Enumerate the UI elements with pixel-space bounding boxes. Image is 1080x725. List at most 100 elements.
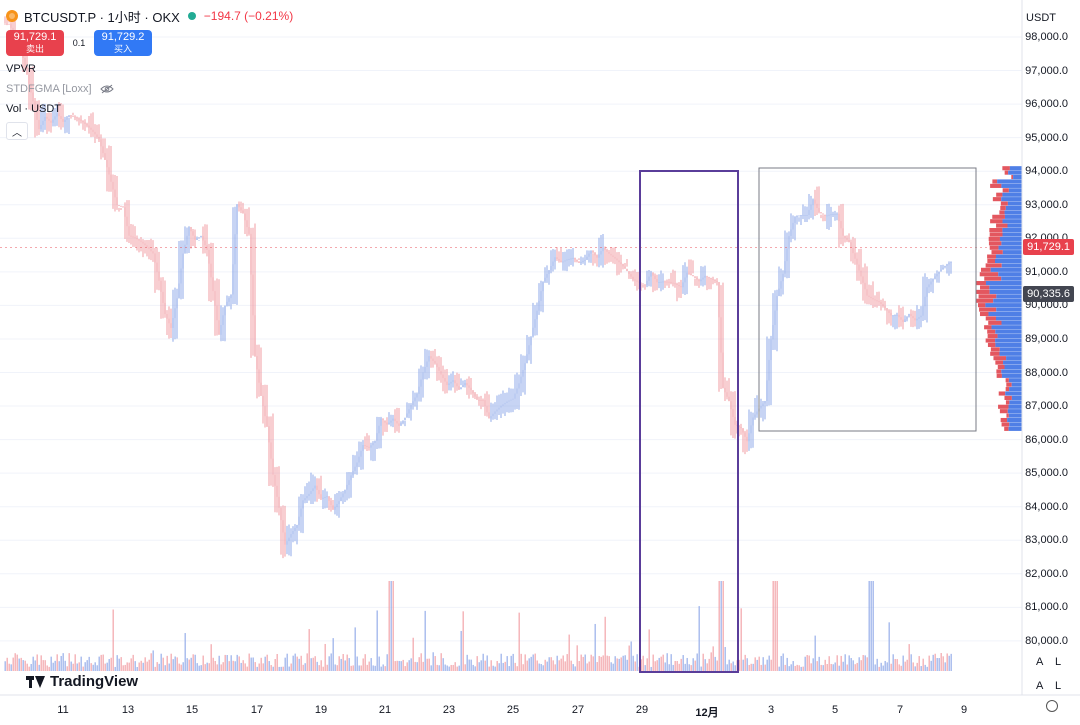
volume-bar bbox=[346, 654, 348, 671]
volume-bar bbox=[456, 666, 458, 671]
volume-bar bbox=[718, 581, 720, 671]
volume-bar bbox=[198, 665, 200, 671]
volume-bar bbox=[628, 645, 630, 671]
volume-bar bbox=[494, 666, 496, 671]
volume-bar bbox=[132, 654, 134, 671]
buy-button[interactable]: 91,729.2 买入 bbox=[94, 30, 152, 56]
volume-bar bbox=[824, 659, 826, 671]
candle-body bbox=[774, 310, 776, 325]
profile-bar-sell bbox=[987, 334, 998, 339]
log-scale-button-pane[interactable]: L bbox=[1055, 656, 1062, 668]
profile-bar-sell bbox=[988, 236, 1000, 241]
candle-body bbox=[582, 260, 584, 262]
volume-bar bbox=[230, 655, 232, 671]
candle-body bbox=[208, 249, 210, 264]
candle-body bbox=[308, 493, 310, 497]
profile-bar-sell bbox=[979, 311, 989, 317]
candle-body bbox=[534, 319, 536, 328]
candle-body bbox=[86, 123, 88, 126]
volume-bar bbox=[100, 654, 102, 671]
candle-body bbox=[224, 305, 226, 316]
volume-bar bbox=[402, 659, 404, 671]
candle-body bbox=[816, 203, 818, 208]
volume-bar bbox=[112, 609, 114, 671]
volume-bar bbox=[160, 653, 162, 671]
profile-bar-sell bbox=[1005, 378, 1009, 383]
volume-bar bbox=[680, 658, 682, 671]
gear-icon[interactable] bbox=[1046, 700, 1058, 712]
log-scale-button[interactable]: L bbox=[1055, 680, 1062, 692]
volume-bar bbox=[752, 663, 754, 671]
profile-bar-buy bbox=[1002, 250, 1022, 255]
candle-body bbox=[34, 101, 36, 111]
candle-body bbox=[178, 283, 180, 299]
candle-body bbox=[528, 345, 530, 355]
candle-body bbox=[868, 295, 870, 297]
candle-body bbox=[704, 275, 706, 278]
volume-bar bbox=[888, 622, 890, 671]
spread-value: 0.1 bbox=[72, 38, 86, 48]
candle-body bbox=[234, 234, 236, 265]
volume-bar bbox=[538, 663, 540, 671]
candle-body bbox=[232, 264, 234, 295]
candle-body bbox=[720, 317, 722, 353]
indicator-vpvr[interactable]: VPVR bbox=[6, 62, 293, 76]
tradingview-logo[interactable]: TradingView bbox=[26, 673, 138, 690]
candle-body bbox=[400, 423, 402, 426]
candle-body bbox=[348, 480, 350, 485]
volume-bar bbox=[698, 606, 700, 671]
volume-bar bbox=[492, 665, 494, 671]
volume-bar bbox=[738, 659, 740, 671]
sell-button[interactable]: 91,729.1 卖出 bbox=[6, 30, 64, 56]
candle-body bbox=[942, 267, 944, 270]
time-tick-label: 9 bbox=[960, 704, 968, 716]
hidden-eye-icon[interactable] bbox=[99, 84, 114, 94]
candle-body bbox=[802, 214, 804, 216]
profile-bar-sell bbox=[1002, 188, 1009, 193]
volume-bar bbox=[344, 660, 346, 671]
volume-bar bbox=[338, 656, 340, 671]
candle-body bbox=[752, 417, 754, 426]
candle-body bbox=[800, 214, 802, 216]
currency-label[interactable]: USDT bbox=[1026, 12, 1056, 24]
candle-body bbox=[670, 281, 672, 283]
volume-bar bbox=[214, 660, 216, 671]
auto-scale-button-pane[interactable]: A bbox=[1036, 656, 1044, 668]
candle-body bbox=[668, 281, 670, 283]
price-tick-label: 96,000.0 bbox=[1025, 98, 1068, 111]
candle-body bbox=[716, 281, 718, 283]
volume-bar bbox=[202, 655, 204, 671]
candle-body bbox=[138, 239, 140, 241]
candle-body bbox=[782, 273, 784, 282]
volume-bar bbox=[902, 655, 904, 671]
volume-bar bbox=[732, 661, 734, 671]
collapse-legend-button[interactable]: ︿ bbox=[6, 122, 28, 140]
volume-bar bbox=[916, 662, 918, 671]
volume-bar bbox=[914, 666, 916, 671]
volume-bar bbox=[576, 645, 578, 671]
volume-bar bbox=[682, 655, 684, 671]
candle-body bbox=[678, 285, 680, 287]
auto-scale-button[interactable]: A bbox=[1036, 680, 1044, 692]
candle-body bbox=[24, 57, 26, 67]
candle-body bbox=[226, 301, 228, 306]
volume-bar bbox=[140, 660, 142, 671]
indicator-stdfgma[interactable]: STDFGMA [Loxx] bbox=[6, 82, 293, 96]
last-price-tag: 91,729.1 bbox=[1023, 239, 1074, 256]
time-tick-label: 7 bbox=[896, 704, 904, 716]
candle-body bbox=[518, 383, 520, 389]
symbol-row[interactable]: BTCUSDT.P · 1小时 · OKX −194.7 (−0.21%) bbox=[6, 6, 293, 26]
candle-body bbox=[390, 420, 392, 423]
volume-bar bbox=[462, 611, 464, 671]
volume-bar bbox=[350, 665, 352, 671]
profile-bar-sell bbox=[979, 307, 997, 312]
candle-body bbox=[560, 260, 562, 263]
profile-bar-sell bbox=[1002, 166, 1010, 171]
profile-bar-sell bbox=[1005, 400, 1010, 405]
candle-body bbox=[844, 235, 846, 238]
indicator-volume[interactable]: Vol · USDT bbox=[6, 102, 293, 116]
candle-body bbox=[42, 120, 44, 126]
symbol-title[interactable]: BTCUSDT.P · 1小时 · OKX bbox=[24, 9, 180, 25]
volume-bar bbox=[696, 653, 698, 671]
